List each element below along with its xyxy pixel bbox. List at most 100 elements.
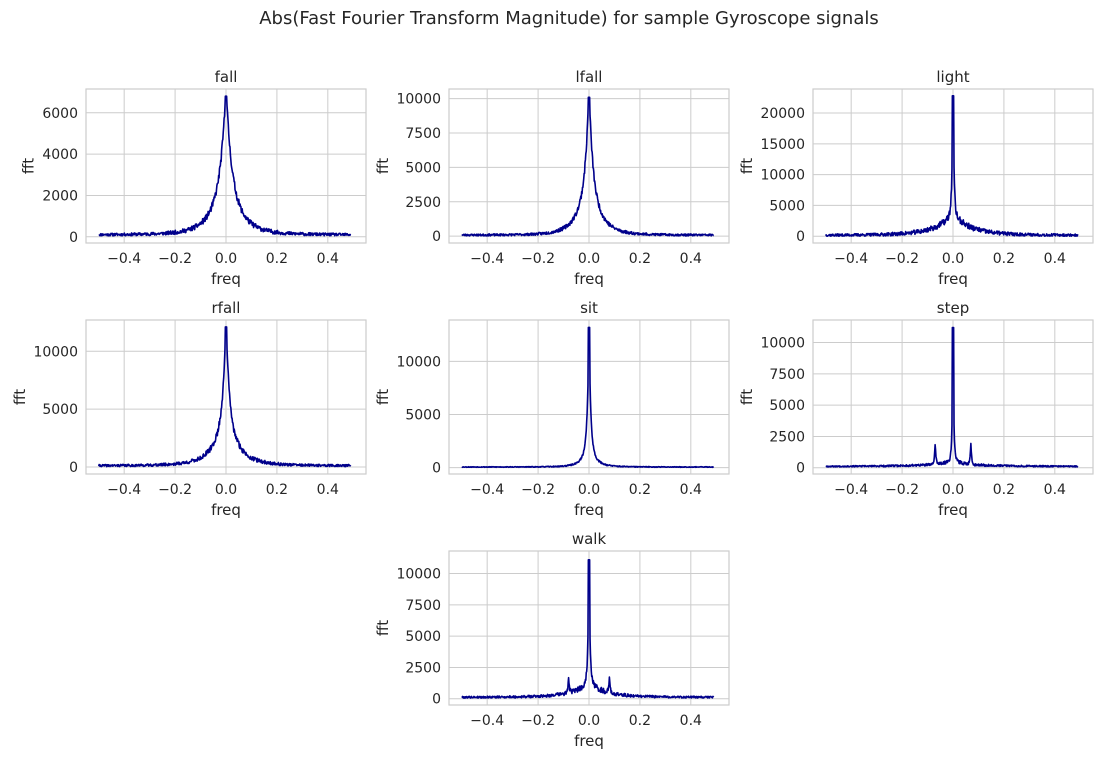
x-tick-label: −0.2 bbox=[521, 251, 555, 267]
y-tick-label: 10000 bbox=[396, 567, 441, 583]
axes-frame bbox=[812, 88, 1094, 244]
subplot-walk: −0.4 −0.2 0.0 0.2 0.4 0 2500 5000 7500 10000 walk f… bbox=[374, 530, 730, 750]
y-axis-label: fft bbox=[374, 158, 392, 174]
y-tick-label: 10000 bbox=[396, 92, 441, 108]
subplot-grid: −0.4 −0.2 0.0 0.2 0.4 0 2000 4000 6000 fall freq ff… bbox=[11, 68, 1094, 750]
fft-series-line bbox=[98, 95, 352, 237]
y-tick-label: 2000 bbox=[42, 188, 78, 204]
x-tick-label: −0.2 bbox=[885, 482, 919, 498]
y-tick-label: 5000 bbox=[769, 398, 805, 414]
x-axis-label: freq bbox=[211, 501, 241, 519]
subplot-title: lfall bbox=[576, 68, 603, 86]
axes-frame bbox=[85, 319, 367, 475]
x-tick-label: −0.4 bbox=[470, 251, 504, 267]
x-tick-label: 0.4 bbox=[680, 251, 702, 267]
y-axis-label: fft bbox=[738, 389, 756, 405]
y-tick-label: 7500 bbox=[769, 367, 805, 383]
x-tick-label: −0.2 bbox=[158, 251, 192, 267]
y-tick-label: 0 bbox=[432, 692, 441, 708]
y-axis-label: fft bbox=[374, 389, 392, 405]
y-tick-label: 10000 bbox=[760, 168, 805, 184]
subplot-title: light bbox=[936, 68, 969, 86]
y-tick-label: 5000 bbox=[42, 402, 78, 418]
x-tick-label: 0.2 bbox=[629, 713, 651, 729]
x-tick-label: −0.4 bbox=[470, 713, 504, 729]
x-tick-label: 0.2 bbox=[266, 482, 288, 498]
x-tick-label: 0.4 bbox=[680, 482, 702, 498]
x-tick-label: 0.4 bbox=[317, 251, 339, 267]
x-tick-label: 0.0 bbox=[215, 251, 237, 267]
y-tick-label: 2500 bbox=[769, 429, 805, 445]
y-tick-label: 7500 bbox=[405, 126, 441, 142]
x-axis-label: freq bbox=[574, 270, 604, 288]
x-tick-label: 0.0 bbox=[215, 482, 237, 498]
x-tick-label: 0.0 bbox=[578, 482, 600, 498]
y-tick-label: 2500 bbox=[405, 660, 441, 676]
subplot-title: sit bbox=[580, 299, 598, 317]
x-tick-label: −0.4 bbox=[107, 251, 141, 267]
y-tick-label: 10000 bbox=[396, 354, 441, 370]
y-tick-label: 5000 bbox=[769, 198, 805, 214]
y-axis-label: fft bbox=[20, 158, 38, 174]
x-axis-label: freq bbox=[211, 270, 241, 288]
subplot-title: fall bbox=[215, 68, 238, 86]
y-tick-label: 6000 bbox=[42, 106, 78, 122]
x-tick-label: −0.2 bbox=[885, 251, 919, 267]
x-tick-label: −0.4 bbox=[470, 482, 504, 498]
x-tick-label: 0.0 bbox=[942, 482, 964, 498]
x-axis-label: freq bbox=[938, 270, 968, 288]
x-tick-label: 0.0 bbox=[942, 251, 964, 267]
axes-frame bbox=[448, 550, 730, 706]
x-tick-label: 0.0 bbox=[578, 251, 600, 267]
axes-frame bbox=[85, 88, 367, 244]
x-axis-label: freq bbox=[574, 501, 604, 519]
y-axis-label: fft bbox=[738, 158, 756, 174]
axes-frame bbox=[812, 319, 1094, 475]
x-tick-label: 0.2 bbox=[629, 251, 651, 267]
y-axis-label: fft bbox=[374, 620, 392, 636]
x-tick-label: 0.4 bbox=[1044, 251, 1066, 267]
y-tick-label: 5000 bbox=[405, 160, 441, 176]
fft-series-line bbox=[825, 326, 1079, 468]
y-tick-label: 0 bbox=[796, 461, 805, 477]
x-axis-label: freq bbox=[574, 732, 604, 750]
y-tick-label: 10000 bbox=[33, 344, 78, 360]
y-tick-label: 10000 bbox=[760, 336, 805, 352]
subplot-sit: −0.4 −0.2 0.0 0.2 0.4 0 5000 10000 sit freq fft bbox=[374, 299, 730, 519]
x-tick-label: −0.4 bbox=[834, 482, 868, 498]
x-tick-label: −0.2 bbox=[521, 713, 555, 729]
x-tick-label: 0.4 bbox=[317, 482, 339, 498]
subplot-title: step bbox=[937, 299, 969, 317]
x-tick-label: 0.2 bbox=[266, 251, 288, 267]
subplot-light: −0.4 −0.2 0.0 0.2 0.4 0 5000 10000 15000 20000 lig… bbox=[738, 68, 1094, 288]
subplot-lfall: −0.4 −0.2 0.0 0.2 0.4 0 2500 5000 7500 10000 lfall… bbox=[374, 68, 730, 288]
subplot-step: −0.4 −0.2 0.0 0.2 0.4 0 2500 5000 7500 10000 step f… bbox=[738, 299, 1094, 519]
subplot-fall: −0.4 −0.2 0.0 0.2 0.4 0 2000 4000 6000 fall freq ff… bbox=[20, 68, 367, 288]
y-tick-label: 5000 bbox=[405, 629, 441, 645]
subplot-rfall: −0.4 −0.2 0.0 0.2 0.4 0 5000 10000 rfall freq fft bbox=[11, 299, 367, 519]
y-tick-label: 15000 bbox=[760, 137, 805, 153]
x-tick-label: 0.2 bbox=[993, 251, 1015, 267]
fft-series-line bbox=[461, 326, 715, 469]
x-tick-label: −0.2 bbox=[521, 482, 555, 498]
axes-frame bbox=[448, 319, 730, 475]
x-tick-label: −0.4 bbox=[834, 251, 868, 267]
y-axis-label: fft bbox=[11, 389, 29, 405]
y-tick-label: 0 bbox=[432, 229, 441, 245]
fft-series-line bbox=[461, 558, 715, 699]
x-tick-label: 0.4 bbox=[1044, 482, 1066, 498]
fft-series-line bbox=[97, 326, 352, 468]
y-tick-label: 0 bbox=[432, 461, 441, 477]
x-tick-label: −0.2 bbox=[158, 482, 192, 498]
x-axis-label: freq bbox=[938, 501, 968, 519]
subplot-title: rfall bbox=[212, 299, 241, 317]
x-tick-label: −0.4 bbox=[107, 482, 141, 498]
figure-title: Abs(Fast Fourier Transform Magnitude) fo… bbox=[259, 8, 879, 29]
y-tick-label: 4000 bbox=[42, 147, 78, 163]
axes-frame bbox=[448, 88, 730, 244]
y-tick-label: 0 bbox=[69, 460, 78, 476]
x-tick-label: 0.2 bbox=[993, 482, 1015, 498]
y-tick-label: 20000 bbox=[760, 106, 805, 122]
x-tick-label: 0.2 bbox=[629, 482, 651, 498]
